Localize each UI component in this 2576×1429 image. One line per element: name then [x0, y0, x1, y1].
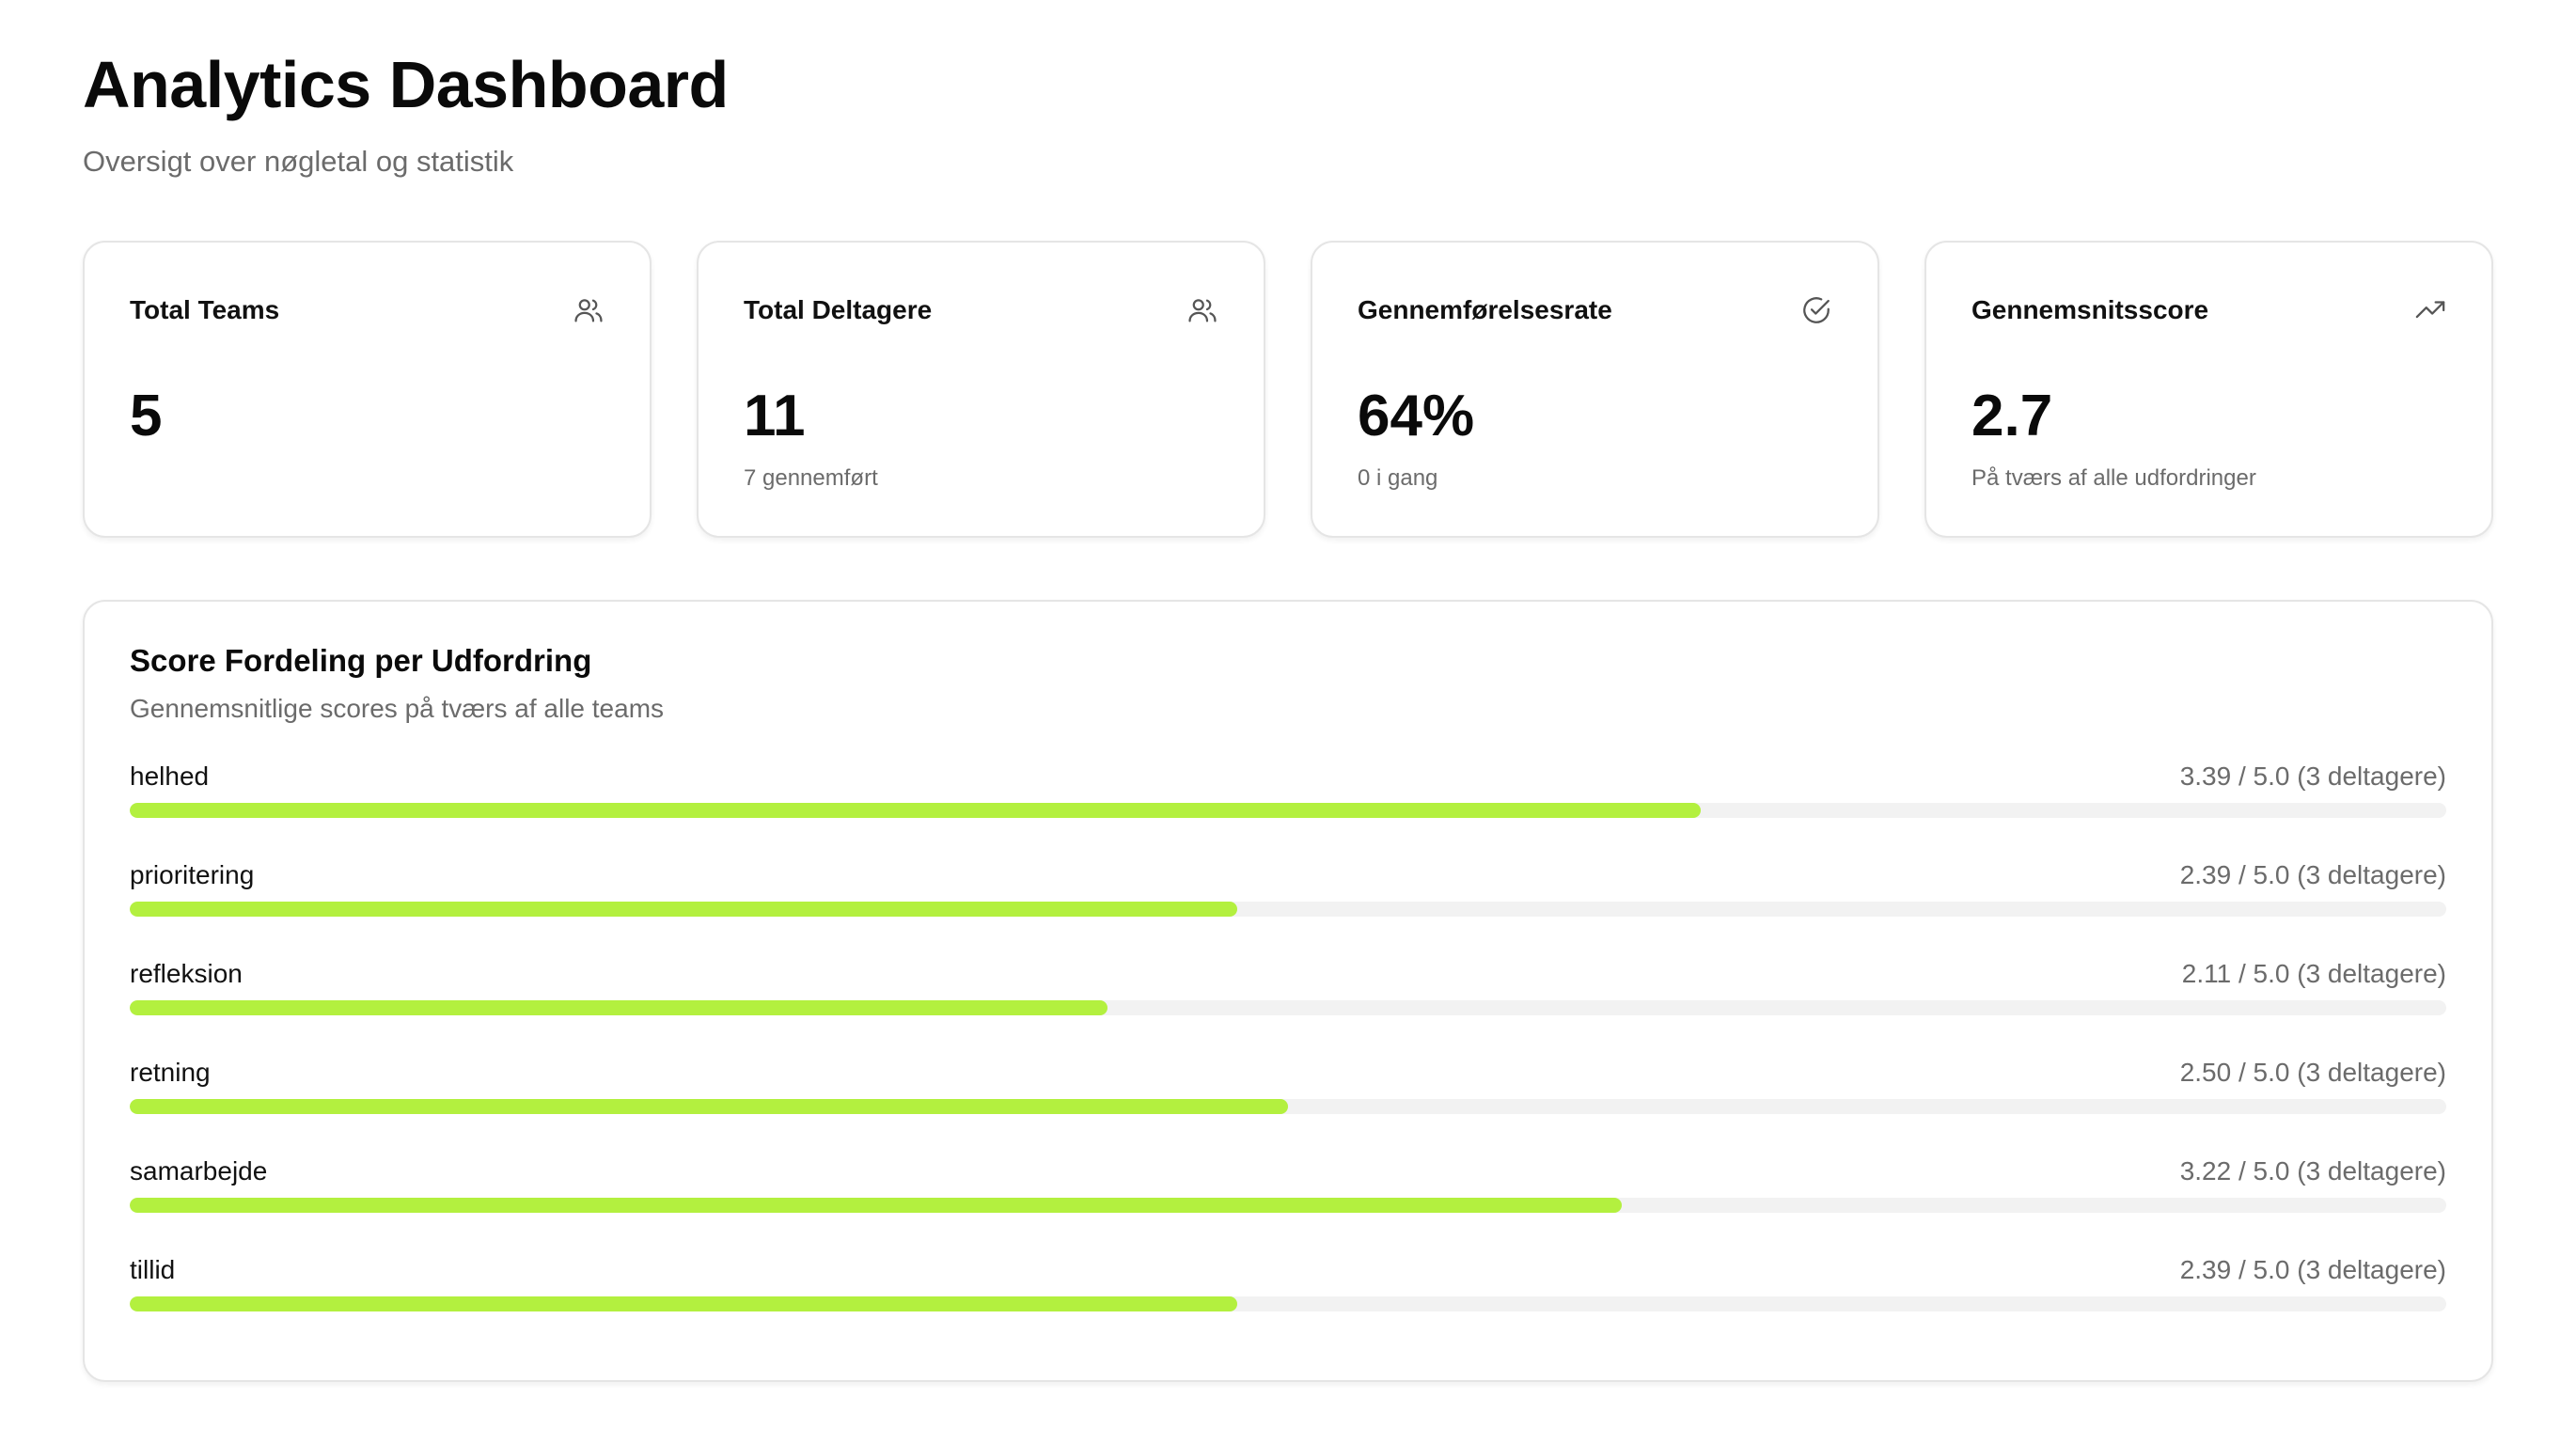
- score-progress-bar: [130, 1296, 2446, 1311]
- score-progress-bar: [130, 1198, 2446, 1213]
- score-progress-bar: [130, 1099, 2446, 1114]
- panel-title: Score Fordeling per Udfordring: [130, 643, 592, 678]
- score-rows: helhed 3.39 / 5.0 (3 deltagere) priorite…: [130, 760, 2446, 1352]
- stat-subtext: På tværs af alle udfordringer: [1971, 465, 2256, 491]
- stat-label: Total Deltagere: [744, 295, 933, 324]
- check-circle-icon: [1800, 294, 1832, 326]
- score-progress-bar: [130, 902, 2446, 917]
- stats-row: Total Teams 5 Total Deltagere: [83, 241, 2493, 538]
- stat-card-total-teams: Total Teams 5: [83, 241, 652, 538]
- score-row-helhed: helhed 3.39 / 5.0 (3 deltagere): [130, 760, 2446, 858]
- stat-card-completion-rate: Gennemførelsesrate 64% 0 i gang: [1311, 241, 1879, 538]
- score-label: retning: [130, 1058, 211, 1087]
- score-row-samarbejde: samarbejde 3.22 / 5.0 (3 deltagere): [130, 1154, 2446, 1253]
- score-value: 3.22 / 5.0 (3 deltagere): [2179, 1156, 2446, 1186]
- score-progress-fill: [130, 803, 1701, 818]
- stat-label: Gennemsnitsscore: [1971, 295, 2209, 324]
- page-title: Analytics Dashboard: [83, 48, 729, 121]
- score-label: tillid: [130, 1255, 176, 1284]
- stat-card-total-participants: Total Deltagere 11 7 gennemført: [697, 241, 1265, 538]
- score-row-tillid: tillid 2.39 / 5.0 (3 deltagere): [130, 1253, 2446, 1352]
- stat-card-average-score: Gennemsnitsscore 2.7 På tværs af alle ud…: [1924, 241, 2493, 538]
- page-subtitle: Oversigt over nøgletal og statistik: [83, 145, 514, 178]
- score-row-retning: retning 2.50 / 5.0 (3 deltagere): [130, 1056, 2446, 1154]
- score-progress-bar: [130, 1000, 2446, 1015]
- score-value: 2.11 / 5.0 (3 deltagere): [2181, 959, 2446, 988]
- stat-label: Gennemførelsesrate: [1358, 295, 1612, 324]
- stat-value: 2.7: [1971, 384, 2053, 448]
- stat-value: 11: [744, 384, 806, 448]
- score-row-prioritering: prioritering 2.39 / 5.0 (3 deltagere): [130, 858, 2446, 957]
- score-progress-fill: [130, 1198, 1622, 1213]
- score-progress-fill: [130, 1099, 1288, 1114]
- score-value: 2.39 / 5.0 (3 deltagere): [2179, 1255, 2446, 1284]
- score-value: 2.50 / 5.0 (3 deltagere): [2179, 1058, 2446, 1087]
- stat-value: 5: [130, 384, 163, 448]
- score-row-refleksion: refleksion 2.11 / 5.0 (3 deltagere): [130, 957, 2446, 1056]
- stat-label: Total Teams: [130, 295, 280, 324]
- score-label: refleksion: [130, 959, 243, 988]
- score-label: helhed: [130, 762, 210, 791]
- panel-description: Gennemsnitlige scores på tværs af alle t…: [130, 694, 665, 723]
- score-distribution-panel: Score Fordeling per Udfordring Gennemsni…: [83, 600, 2493, 1382]
- users-icon: [573, 294, 605, 326]
- score-progress-fill: [130, 1000, 1107, 1015]
- trending-up-icon: [2414, 294, 2446, 326]
- stat-subtext: 7 gennemført: [744, 465, 878, 491]
- score-value: 3.39 / 5.0 (3 deltagere): [2179, 762, 2446, 791]
- score-label: samarbejde: [130, 1156, 268, 1186]
- stat-value: 64%: [1358, 384, 1475, 448]
- score-label: prioritering: [130, 860, 255, 889]
- score-value: 2.39 / 5.0 (3 deltagere): [2179, 860, 2446, 889]
- score-progress-bar: [130, 803, 2446, 818]
- score-progress-fill: [130, 902, 1237, 917]
- stat-subtext: 0 i gang: [1358, 465, 1438, 491]
- score-progress-fill: [130, 1296, 1237, 1311]
- users-icon: [1186, 294, 1218, 326]
